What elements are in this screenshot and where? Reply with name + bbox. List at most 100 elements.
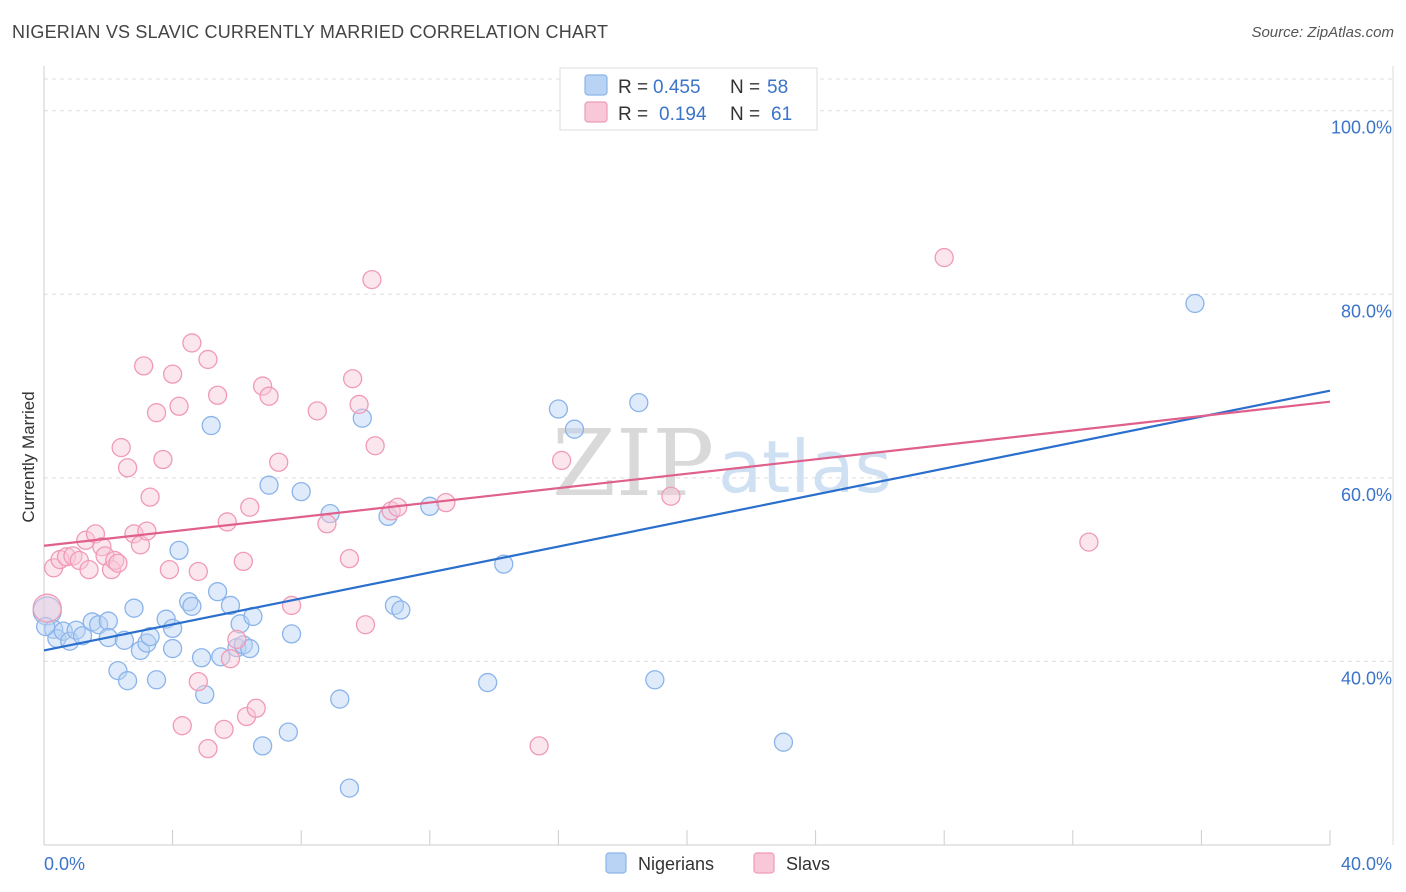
slav-point xyxy=(146,403,167,423)
nigerian-point xyxy=(162,638,183,659)
y-tick-labels: 40.0% 60.0% 80.0% 100.0% xyxy=(1331,118,1392,689)
slav-point xyxy=(339,548,360,569)
trend-lines xyxy=(43,389,1331,652)
nigerian-point xyxy=(391,600,411,620)
legend-n-label-nigerians: N = xyxy=(730,77,760,98)
slav-point xyxy=(169,396,189,416)
nigerian-point xyxy=(211,647,231,667)
slav-point xyxy=(217,512,237,532)
slav-point xyxy=(140,487,160,507)
legend-r-label-nigerians: R = xyxy=(618,77,648,98)
slav-point xyxy=(355,615,376,635)
legend-n-label-slavs: N = xyxy=(730,104,760,125)
legend-n-value-slavs: 61 xyxy=(771,104,792,125)
bottom-legend: Nigerians Slavs xyxy=(605,852,830,874)
slav-point xyxy=(934,247,954,268)
y-axis-title: Currently Married xyxy=(19,391,38,522)
nigerian-point xyxy=(278,722,298,742)
slav-point xyxy=(1079,532,1099,552)
nigerian-point xyxy=(291,481,311,502)
bottom-legend-nigerians: Nigerians xyxy=(638,854,714,874)
nigerian-point xyxy=(259,475,279,495)
slav-point xyxy=(188,671,208,692)
slav-point xyxy=(236,706,257,727)
slav-point xyxy=(233,551,253,572)
slav-point xyxy=(117,458,138,478)
slav-point xyxy=(79,559,99,580)
slav-point xyxy=(269,452,289,472)
legend-swatch-slavs xyxy=(584,101,608,123)
y-tick-label-60: 60.0% xyxy=(1341,485,1392,505)
slav-point xyxy=(349,394,369,415)
chart-source: Source: ZipAtlas.com xyxy=(1251,24,1394,41)
nigerian-point xyxy=(201,415,221,436)
nigerian-point xyxy=(182,596,202,617)
watermark: ZIP atlas xyxy=(552,410,892,517)
slav-point xyxy=(220,649,241,669)
slav-point xyxy=(362,269,382,290)
slav-point xyxy=(207,385,228,405)
nigerian-point xyxy=(420,496,440,516)
legend: R = 0.455 N = 58 R = 0.194 N = 61 xyxy=(559,67,818,131)
slav-point xyxy=(551,450,572,471)
nigerian-point xyxy=(645,670,665,690)
slav-point xyxy=(108,553,128,573)
slav-point xyxy=(365,436,385,456)
chart-title: NIGERIAN VS SLAVIC CURRENTLY MARRIED COR… xyxy=(12,22,609,42)
slav-point xyxy=(227,629,247,650)
slav-point xyxy=(436,492,456,513)
nigerian-point xyxy=(478,672,498,693)
slav-point xyxy=(134,356,154,376)
slav-point xyxy=(105,550,125,571)
nigerian-point xyxy=(207,582,228,602)
slav-point xyxy=(198,738,218,759)
nigerian-point xyxy=(252,736,273,756)
bottom-legend-slavs: Slavs xyxy=(786,854,830,874)
nigerian-point xyxy=(124,598,144,618)
legend-swatch-nigerians xyxy=(584,74,608,96)
nigerian-trend-line xyxy=(43,389,1331,652)
slav-point xyxy=(153,449,173,470)
nigerian-point xyxy=(629,392,649,413)
nigerian-point xyxy=(564,419,585,439)
watermark-zip: ZIP xyxy=(552,410,714,517)
slav-point xyxy=(246,698,266,718)
x-tick-labels: 0.0% 40.0% xyxy=(44,854,1392,874)
slav-point xyxy=(198,349,218,370)
legend-n-value-nigerians: 58 xyxy=(767,77,788,98)
slav-point xyxy=(32,593,62,623)
nigerian-point xyxy=(98,611,118,631)
legend-r-label-slavs: R = xyxy=(618,104,648,125)
slav-point xyxy=(342,369,363,389)
legend-r-value-nigerians: 0.455 xyxy=(653,77,701,98)
nigerian-point xyxy=(169,540,189,561)
slav-point xyxy=(159,559,180,580)
nigerian-point xyxy=(72,626,93,646)
nigerian-point xyxy=(330,689,350,709)
nigerian-point xyxy=(89,615,109,635)
nigerian-point xyxy=(548,399,569,419)
slav-point xyxy=(661,486,681,506)
legend-r-value-slavs: 0.194 xyxy=(659,104,707,125)
y-tick-label-100: 100.0% xyxy=(1331,118,1392,138)
nigerian-point xyxy=(117,671,138,691)
slav-point xyxy=(137,521,157,541)
gridlines xyxy=(44,78,1393,662)
slav-point xyxy=(259,386,279,406)
x-tick-label-min: 0.0% xyxy=(44,854,85,874)
y-tick-label-80: 80.0% xyxy=(1341,301,1392,321)
nigerian-point xyxy=(191,648,212,668)
nigerian-point xyxy=(339,778,360,798)
x-tick-label-max: 40.0% xyxy=(1341,854,1392,874)
nigerian-point xyxy=(146,670,167,690)
bottom-legend-swatch-slavs xyxy=(753,852,775,874)
nigerian-point xyxy=(1185,293,1205,314)
slav-trend-line xyxy=(43,400,1331,547)
nigerian-point xyxy=(281,624,302,644)
slav-point xyxy=(307,401,327,421)
slav-point xyxy=(172,716,192,736)
slav-point xyxy=(240,497,260,517)
slav-point xyxy=(188,561,208,582)
nigerian-point xyxy=(108,660,128,681)
